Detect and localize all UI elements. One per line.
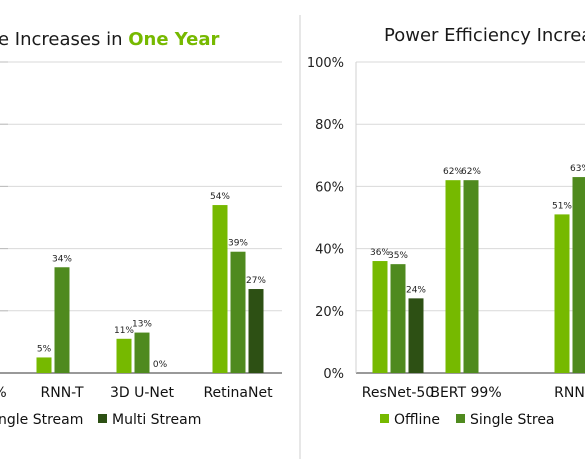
left-data-label: 34% bbox=[52, 254, 72, 264]
left-bar bbox=[212, 205, 228, 373]
right-data-label: 35% bbox=[388, 251, 408, 261]
right-legend-label: Offline bbox=[394, 412, 440, 428]
left-category-label: % bbox=[0, 385, 7, 401]
left-bar bbox=[134, 332, 150, 373]
right-data-label: 51% bbox=[552, 201, 572, 211]
left-bar bbox=[116, 338, 132, 373]
right-data-label: 63% bbox=[570, 164, 585, 174]
right-y-tick-label: 20% bbox=[315, 305, 344, 320]
right-bar bbox=[572, 177, 585, 373]
left-data-label: 39% bbox=[228, 239, 248, 249]
right-y-tick-label: 100% bbox=[307, 56, 344, 71]
left-data-label: 11% bbox=[114, 326, 134, 336]
right-bar bbox=[554, 214, 570, 373]
right-data-label: 62% bbox=[443, 167, 463, 177]
left-data-label: 0% bbox=[153, 360, 168, 370]
right-category-label: ResNet-50 bbox=[362, 385, 434, 401]
right-plot-area: 0% 20% 40% 60% 80% 100% ResNet-50 36%35% 24% BERT… bbox=[307, 56, 585, 428]
right-y-tick-label: 0% bbox=[323, 367, 344, 382]
right-bar bbox=[408, 298, 424, 373]
left-category-label: 3D U-Net bbox=[110, 385, 175, 401]
right-legend-swatch bbox=[456, 414, 465, 423]
right-y-tick-label: 40% bbox=[315, 243, 344, 258]
right-category-label: BERT 99% bbox=[430, 385, 501, 401]
right-data-label: 36% bbox=[370, 248, 390, 258]
right-bar bbox=[445, 180, 461, 373]
left-category-label: RetinaNet bbox=[203, 385, 273, 401]
left-chart-title: e Increases in One Year bbox=[0, 29, 220, 50]
left-legend: ngle Stream Multi Stream bbox=[0, 412, 201, 428]
right-chart-title: Power Efficiency Increa bbox=[384, 25, 585, 46]
left-data-label: 54% bbox=[210, 192, 230, 202]
left-data-label: 5% bbox=[37, 344, 52, 354]
left-plot-area: % RNN-T 5% 34% 3D U-Net 11%13% 0% RetinaNet 54% 3… bbox=[0, 61, 282, 428]
right-legend-label: Single Strea bbox=[470, 412, 555, 428]
left-data-label: 13% bbox=[132, 320, 152, 330]
right-y-tick-label: 80% bbox=[315, 118, 344, 133]
right-legend: Offline Single Strea bbox=[380, 412, 555, 428]
left-legend-label: Multi Stream bbox=[112, 412, 201, 428]
left-bar bbox=[54, 267, 70, 373]
right-y-tick-label: 60% bbox=[315, 180, 344, 195]
right-legend-swatch bbox=[380, 414, 389, 423]
right-bar bbox=[463, 180, 479, 373]
right-data-label: 62% bbox=[461, 167, 481, 177]
right-data-label: 24% bbox=[406, 285, 426, 295]
left-legend-swatch bbox=[98, 414, 107, 423]
right-category-label: RNN- bbox=[554, 385, 585, 401]
left-bar bbox=[248, 289, 264, 373]
right-bar bbox=[390, 264, 406, 373]
left-data-label: 27% bbox=[246, 276, 266, 286]
right-bar bbox=[372, 261, 388, 373]
left-bar bbox=[36, 357, 52, 373]
left-category-label: RNN-T bbox=[41, 385, 84, 401]
left-bar bbox=[230, 251, 246, 373]
left-legend-label: ngle Stream bbox=[0, 412, 83, 428]
